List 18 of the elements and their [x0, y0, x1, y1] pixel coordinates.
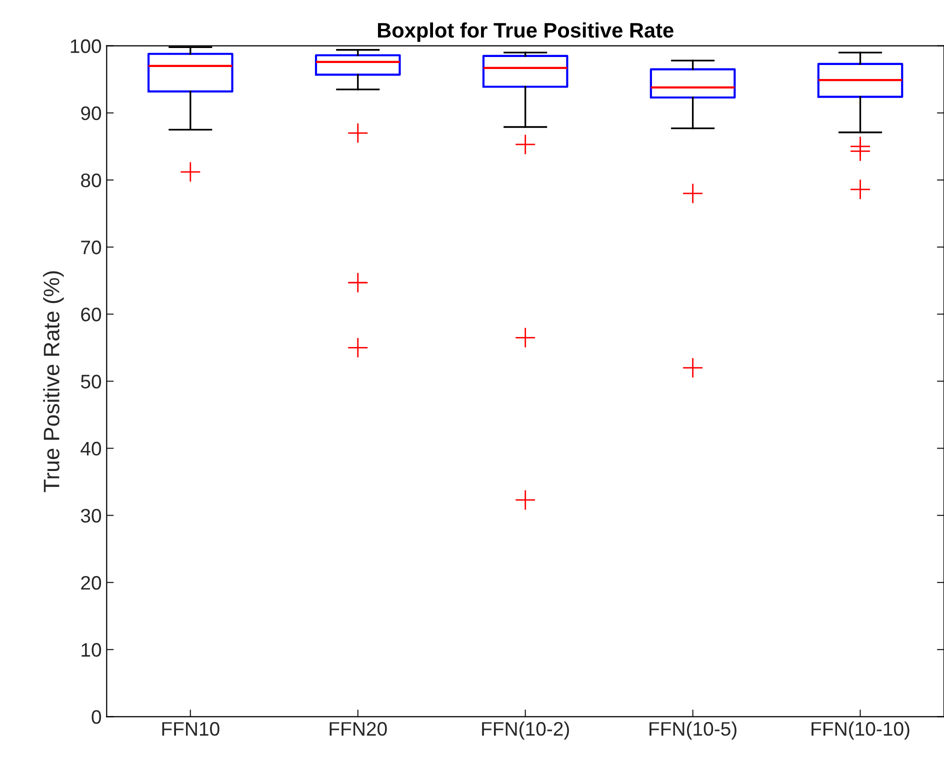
y-tick-label: 0: [92, 710, 102, 724]
x-tick-label: FFN10: [162, 722, 220, 736]
y-axis-title: True Positive Rate (%): [43, 271, 64, 492]
x-tick-label: FFN(10-2): [482, 721, 569, 740]
y-tick-label: 100: [70, 39, 102, 54]
y-tick-label: 20: [81, 576, 102, 590]
y-tick-label: 50: [80, 374, 102, 388]
x-tick-label: FFN(10-5): [650, 721, 736, 740]
y-tick-label: 90: [81, 106, 102, 120]
x-tick-label: FFN(10-10): [812, 721, 910, 740]
y-tick-label: 10: [82, 643, 102, 657]
y-tick-label: 60: [81, 308, 102, 322]
y-tick-label: 40: [80, 442, 102, 456]
y-tick-label: 30: [80, 508, 102, 523]
y-tick-label: 70: [81, 240, 102, 254]
x-tick-label: FFN20: [330, 722, 387, 736]
chart-title: Boxplot for True Positive Rate: [378, 22, 674, 42]
y-tick-label: 80: [81, 173, 102, 188]
